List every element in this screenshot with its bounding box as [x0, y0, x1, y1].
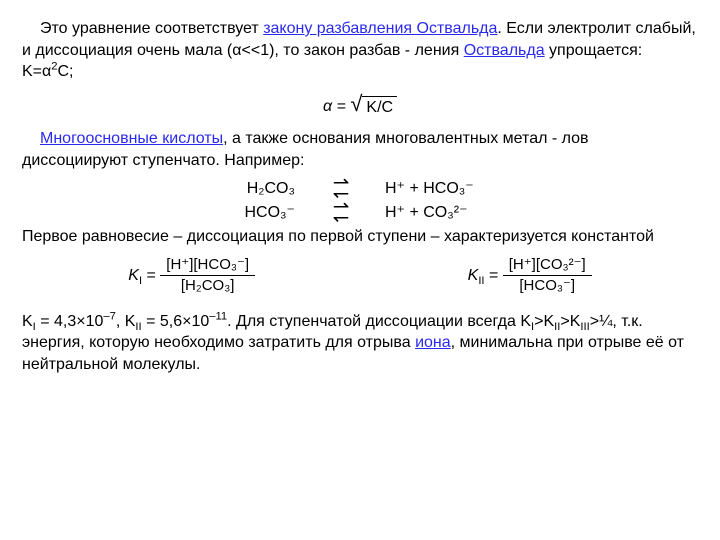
k-label: K — [128, 267, 139, 284]
product: H⁺ + CO₃²⁻ — [385, 202, 545, 224]
reactant: H₂CO₃ — [175, 178, 295, 200]
lhs: α = — [323, 98, 346, 115]
sqrt: √ K/C — [350, 93, 397, 119]
eq: = — [485, 267, 503, 284]
text: Это уравнение соответствует — [40, 20, 263, 37]
link-ostwald-law[interactable]: закону разбавления Оствальда — [263, 20, 497, 37]
link-ostwald[interactable]: Оствальда — [464, 42, 545, 59]
link-ion[interactable]: иона — [415, 334, 451, 351]
numerator: [H⁺][HCO₃⁻] — [160, 255, 255, 276]
equation-step-2: HCO₃⁻ ⇀↽ H⁺ + CO₃²⁻ — [22, 202, 698, 224]
fraction: [H⁺][CO₃²⁻] [HCO₃⁻] — [503, 255, 592, 297]
equation-alpha: α = √ K/C — [22, 93, 698, 119]
k-label: K — [468, 267, 479, 284]
numerator: [H⁺][CO₃²⁻] — [503, 255, 592, 276]
link-polybasic-acids[interactable]: Многоосновные кислоты — [40, 130, 223, 147]
paragraph-2: Многоосновные кислоты, а также основания… — [22, 128, 698, 171]
equilibrium-arrows-icon: ⇀↽ — [315, 202, 365, 224]
denominator: [HCO₃⁻] — [503, 276, 592, 296]
constants-block: KI = [H⁺][HCO₃⁻] [H₂CO₃] KII = [H⁺][CO₃²… — [22, 255, 698, 297]
paragraph-1: Это уравнение соответствует закону разба… — [22, 18, 698, 83]
radical-icon: √ — [350, 93, 362, 115]
product: H⁺ + HCO₃⁻ — [385, 178, 545, 200]
paragraph-4: KI = 4,3×10–7, KII = 5,6×10–11. Для ступ… — [22, 311, 698, 376]
eq: = — [142, 267, 160, 284]
text: C; — [58, 63, 74, 80]
constant-k2: KII = [H⁺][CO₃²⁻] [HCO₃⁻] — [468, 255, 592, 297]
sqrt-body: K/C — [362, 96, 397, 119]
equation-step-1: H₂CO₃ ⇀↽ H⁺ + HCO₃⁻ — [22, 178, 698, 200]
fraction: [H⁺][HCO₃⁻] [H₂CO₃] — [160, 255, 255, 297]
paragraph-3: Первое равновесие – диссоциация по перво… — [22, 226, 698, 248]
constant-k1: KI = [H⁺][HCO₃⁻] [H₂CO₃] — [128, 255, 255, 297]
reactant: HCO₃⁻ — [175, 202, 295, 224]
denominator: [H₂CO₃] — [160, 276, 255, 296]
